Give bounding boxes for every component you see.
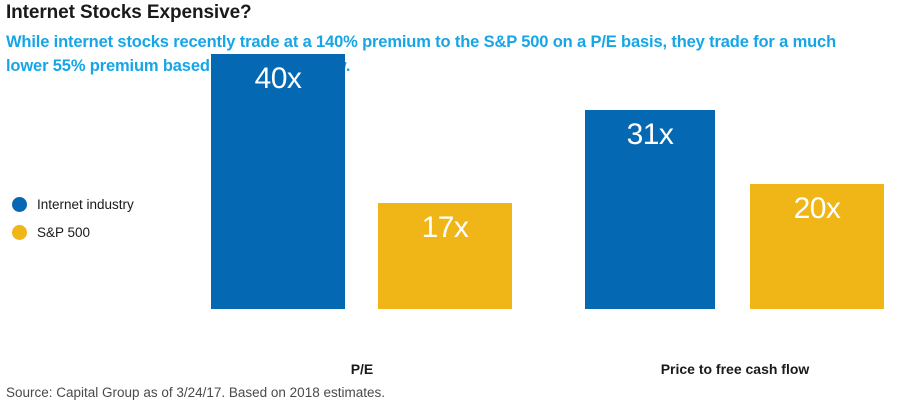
circle-marker-icon	[12, 196, 27, 212]
bar-internet-industry-pfcf[interactable]: 31x	[585, 110, 715, 309]
legend-item-label: Internet industry	[37, 196, 134, 212]
bar-value-label: 20x	[793, 192, 841, 225]
legend-item-label: S&P 500	[37, 224, 91, 240]
bar-value-label: 31x	[626, 118, 674, 151]
bar-sp500-pe[interactable]: 17x	[378, 203, 512, 309]
page-title: Internet Stocks Expensive?	[6, 2, 252, 23]
bar-internet-industry-pe[interactable]: 40x	[211, 54, 345, 309]
bar-sp500-pfcf[interactable]: 20x	[750, 184, 884, 309]
legend-item-sp500[interactable]: S&P 500	[12, 220, 134, 244]
category-label-price-to-free-cash-flow: Price to free cash flow	[660, 361, 810, 377]
chart-legend: Internet industry S&P 500	[12, 192, 134, 248]
circle-marker-icon	[12, 224, 27, 240]
legend-item-internet-industry[interactable]: Internet industry	[12, 192, 134, 216]
chart-plot-area: 40x 17x 31x 20x	[211, 54, 884, 309]
category-label-pe: P/E	[350, 361, 374, 377]
bar-value-label: 40x	[254, 62, 302, 95]
source-note: Source: Capital Group as of 3/24/17. Bas…	[6, 385, 385, 400]
bar-value-label: 17x	[421, 211, 469, 244]
